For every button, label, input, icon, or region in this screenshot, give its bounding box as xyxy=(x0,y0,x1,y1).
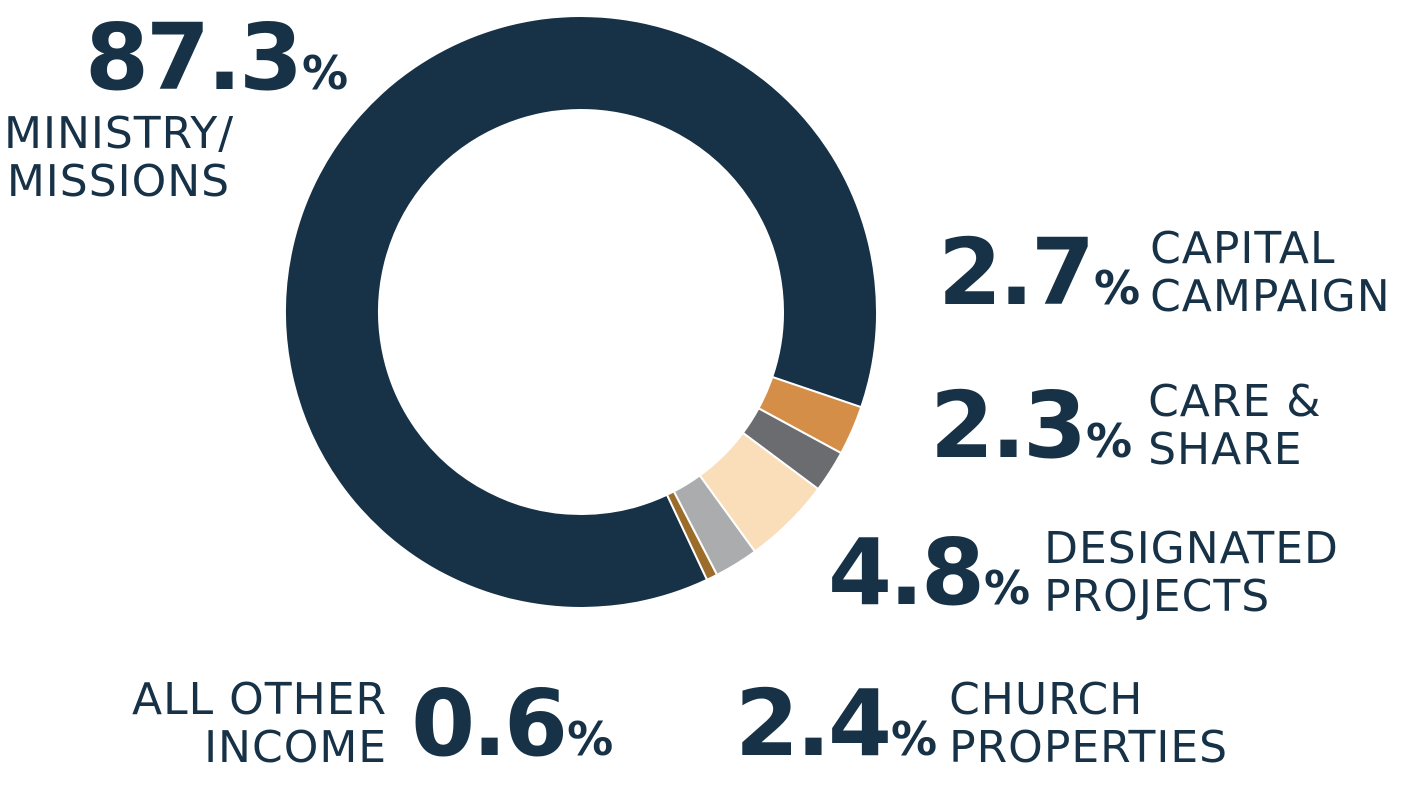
church-line2: PROPERTIES xyxy=(949,722,1229,773)
pct-capital: 2.7% xyxy=(938,227,1140,319)
pct-other-value: 0.6 xyxy=(411,670,568,777)
care-line1: CARE & xyxy=(1148,376,1322,427)
designated-line2: PROJECTS xyxy=(1044,571,1271,622)
pct-care: 2.3% xyxy=(930,380,1132,472)
slice-all-other-income xyxy=(665,490,719,582)
other-line2: INCOME xyxy=(204,722,388,773)
slice-ministry-missions xyxy=(284,15,878,609)
other-line1: ALL OTHER xyxy=(132,674,388,725)
pct-care-symbol: % xyxy=(1085,414,1133,468)
pct-church-value: 2.4 xyxy=(735,670,892,777)
label-church-properties: 2.4% CHURCH PROPERTIES xyxy=(735,676,1228,772)
pct-ministry-value: 87.3 xyxy=(85,4,303,111)
pct-care-value: 2.3 xyxy=(930,372,1087,479)
label-all-other-income: ALL OTHER INCOME 0.6% xyxy=(132,676,613,772)
label-capital-campaign: 2.7% CAPITAL CAMPAIGN xyxy=(938,225,1391,321)
church-line1: CHURCH xyxy=(949,674,1144,725)
pct-other: 0.6% xyxy=(411,678,613,770)
label-care-share: 2.3% CARE & SHARE xyxy=(930,378,1322,474)
capital-line2: CAMPAIGN xyxy=(1150,271,1391,322)
capital-line1: CAPITAL xyxy=(1150,223,1336,274)
pct-ministry: 87.3% xyxy=(85,12,348,104)
pct-other-symbol: % xyxy=(567,712,614,766)
designated-line1: DESIGNATED xyxy=(1044,523,1339,574)
pct-designated-symbol: % xyxy=(983,561,1031,615)
label-ministry-missions: 87.3% xyxy=(85,12,348,104)
pct-designated-value: 4.8 xyxy=(828,519,985,626)
pct-designated: 4.8% xyxy=(828,527,1030,619)
text-ministry-missions: MINISTRY/ MISSIONS xyxy=(4,110,234,206)
ministry-line1: MINISTRY/ xyxy=(4,108,235,159)
label-designated-projects: 4.8% DESIGNATED PROJECTS xyxy=(828,525,1339,621)
pct-church: 2.4% xyxy=(735,678,937,770)
care-line2: SHARE xyxy=(1148,424,1303,475)
pct-capital-value: 2.7 xyxy=(938,219,1095,326)
pct-church-symbol: % xyxy=(890,712,938,766)
pct-ministry-symbol: % xyxy=(302,46,349,100)
pct-capital-symbol: % xyxy=(1093,261,1141,315)
ministry-line2: MISSIONS xyxy=(6,156,231,207)
